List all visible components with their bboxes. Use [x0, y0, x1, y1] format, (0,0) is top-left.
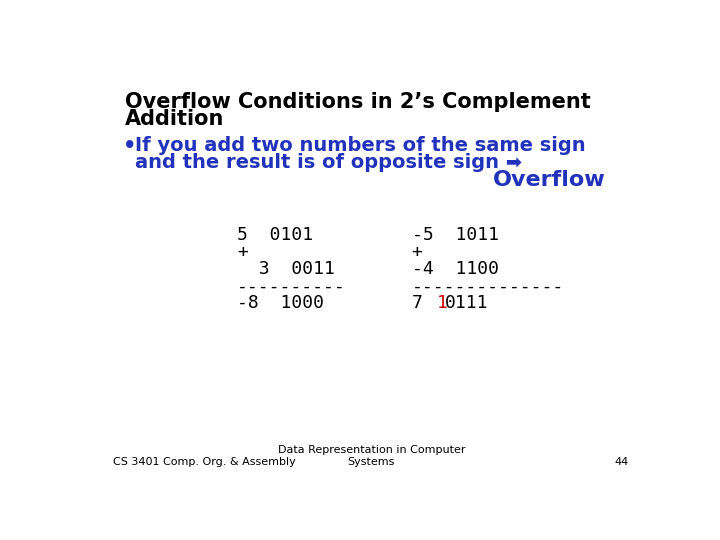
- Text: ----------: ----------: [238, 278, 346, 295]
- Text: --------------: --------------: [412, 278, 564, 295]
- Text: -4  1100: -4 1100: [412, 260, 499, 279]
- Text: 5  0101: 5 0101: [238, 226, 313, 245]
- Text: If you add two numbers of the same sign: If you add two numbers of the same sign: [135, 136, 585, 154]
- Text: 1: 1: [437, 294, 448, 312]
- Text: •: •: [123, 136, 137, 156]
- Text: Overflow Conditions in 2’s Complement: Overflow Conditions in 2’s Complement: [125, 92, 590, 112]
- Text: 7: 7: [412, 294, 444, 312]
- Text: Addition: Addition: [125, 109, 224, 129]
- Text: 44: 44: [614, 457, 629, 467]
- Text: -8  1000: -8 1000: [238, 294, 324, 312]
- Text: +: +: [412, 244, 423, 261]
- Text: 3  0011: 3 0011: [238, 260, 335, 279]
- Text: Overflow: Overflow: [492, 170, 606, 190]
- Text: +: +: [238, 244, 248, 261]
- Text: Data Representation in Computer
Systems: Data Representation in Computer Systems: [278, 445, 465, 467]
- Text: 0111: 0111: [445, 294, 489, 312]
- Text: CS 3401 Comp. Org. & Assembly: CS 3401 Comp. Org. & Assembly: [113, 457, 296, 467]
- Text: and the result is of opposite sign ➡: and the result is of opposite sign ➡: [135, 153, 522, 172]
- Text: -5  1011: -5 1011: [412, 226, 499, 245]
